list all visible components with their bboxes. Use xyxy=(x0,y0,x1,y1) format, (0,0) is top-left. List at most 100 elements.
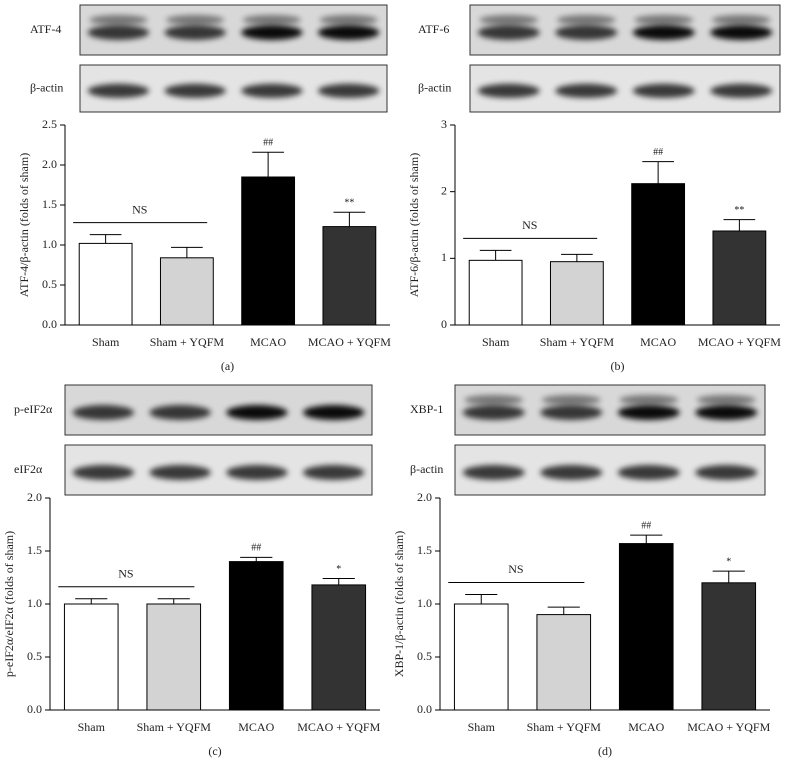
y-tick-label: 0 xyxy=(441,317,447,331)
y-axis-title: XBP-1/β-actin (folds of sham) xyxy=(392,531,406,677)
blot-band xyxy=(226,405,288,420)
blot-band xyxy=(149,405,211,420)
y-tick-label: 2.0 xyxy=(417,490,432,504)
y-tick-label: 0.0 xyxy=(27,702,42,716)
significance: ## xyxy=(263,137,273,148)
y-tick-label: 1.5 xyxy=(42,197,57,211)
x-tick-label: MCAO + YQFM xyxy=(698,335,781,349)
y-tick-label: 0.5 xyxy=(27,649,42,663)
panel-label: (b) xyxy=(611,359,625,373)
blot-band xyxy=(619,395,679,405)
blot-label: eIF2α xyxy=(14,462,43,476)
y-tick-label: 0.5 xyxy=(42,277,57,291)
blot-band xyxy=(555,83,618,98)
blot-band xyxy=(710,25,773,40)
blot-band xyxy=(164,83,226,98)
blot-band xyxy=(302,465,365,480)
x-tick-label: Sham + YQFM xyxy=(150,335,225,349)
bar xyxy=(712,230,767,326)
x-tick-label: Sham xyxy=(78,720,106,734)
significance: ** xyxy=(734,205,744,216)
panel-label: (c) xyxy=(208,744,221,758)
panel-label: (a) xyxy=(221,359,234,373)
x-tick-label: Sham xyxy=(468,720,496,734)
bar xyxy=(146,603,202,711)
blot-band xyxy=(165,15,225,25)
y-tick-label: 1.5 xyxy=(27,543,42,557)
bar xyxy=(701,582,757,711)
blot-band xyxy=(695,465,758,480)
bar xyxy=(63,603,119,711)
blot-band xyxy=(711,15,771,25)
x-tick-label: MCAO + YQFM xyxy=(687,720,770,734)
bar xyxy=(453,603,509,711)
ns-label: NS xyxy=(132,202,147,216)
blot-band xyxy=(555,25,618,40)
bar xyxy=(536,614,592,711)
blot-band xyxy=(72,405,135,420)
blot-label: XBP-1 xyxy=(410,402,443,416)
ns-label: NS xyxy=(522,218,537,232)
blot-label: β-actin xyxy=(410,462,443,476)
blot-band xyxy=(710,83,773,98)
blot-band xyxy=(87,25,150,40)
y-tick-label: 1.0 xyxy=(417,596,432,610)
blot-label: β-actin xyxy=(418,80,451,94)
blot-band xyxy=(556,15,616,25)
bar xyxy=(631,183,686,326)
bar xyxy=(159,257,214,326)
blot-band xyxy=(477,83,540,98)
blot-band xyxy=(617,465,680,480)
blot-label: ATF-4 xyxy=(30,22,61,36)
y-tick-label: 2 xyxy=(441,183,447,197)
blot-band xyxy=(632,83,695,98)
y-tick-label: 2.5 xyxy=(42,117,57,131)
y-tick-label: 0.0 xyxy=(417,702,432,716)
blot-label: β-actin xyxy=(30,80,63,94)
x-tick-label: MCAO xyxy=(238,720,274,734)
bar xyxy=(78,242,133,326)
x-tick-label: MCAO xyxy=(628,720,664,734)
blot-band xyxy=(242,15,302,25)
blot-band xyxy=(462,405,525,420)
x-tick-label: Sham + YQFM xyxy=(527,720,602,734)
blot-band xyxy=(317,83,380,98)
significance: ## xyxy=(251,543,261,554)
significance: ** xyxy=(344,197,354,208)
blot-band xyxy=(540,465,603,480)
bar xyxy=(311,584,367,711)
significance: * xyxy=(336,564,341,575)
blot-band xyxy=(317,25,380,40)
y-tick-label: 1.5 xyxy=(417,543,432,557)
y-axis-title: p-eIF2α/eIF2α (folds of sham) xyxy=(2,531,16,677)
bar xyxy=(549,261,604,326)
bar xyxy=(618,543,674,711)
x-tick-label: Sham xyxy=(482,335,510,349)
blot-band xyxy=(632,25,695,40)
blot-band xyxy=(696,395,756,405)
y-tick-label: 2.0 xyxy=(42,157,57,171)
blot-band xyxy=(541,395,601,405)
blot-band xyxy=(72,465,135,480)
ns-label: NS xyxy=(508,562,523,576)
x-tick-label: MCAO xyxy=(250,335,286,349)
blot-band xyxy=(695,405,758,420)
bar xyxy=(468,259,523,326)
blot-band xyxy=(617,405,680,420)
y-axis-title: ATF-4/β-actin (folds of sham) xyxy=(17,153,31,297)
blot-band xyxy=(477,25,540,40)
blot-band xyxy=(164,25,226,40)
x-tick-label: Sham + YQFM xyxy=(137,720,212,734)
blot-band xyxy=(302,405,365,420)
blot-band xyxy=(241,25,303,40)
blot-band xyxy=(479,15,539,25)
y-tick-label: 0.5 xyxy=(417,649,432,663)
x-tick-label: Sham + YQFM xyxy=(540,335,615,349)
y-tick-label: 2.0 xyxy=(27,490,42,504)
blot-label: p-eIF2α xyxy=(14,402,53,416)
blot-band xyxy=(226,465,288,480)
blot-band xyxy=(319,15,378,25)
blot-band xyxy=(87,83,150,98)
blot-band xyxy=(464,395,524,405)
y-tick-label: 1 xyxy=(441,250,447,264)
